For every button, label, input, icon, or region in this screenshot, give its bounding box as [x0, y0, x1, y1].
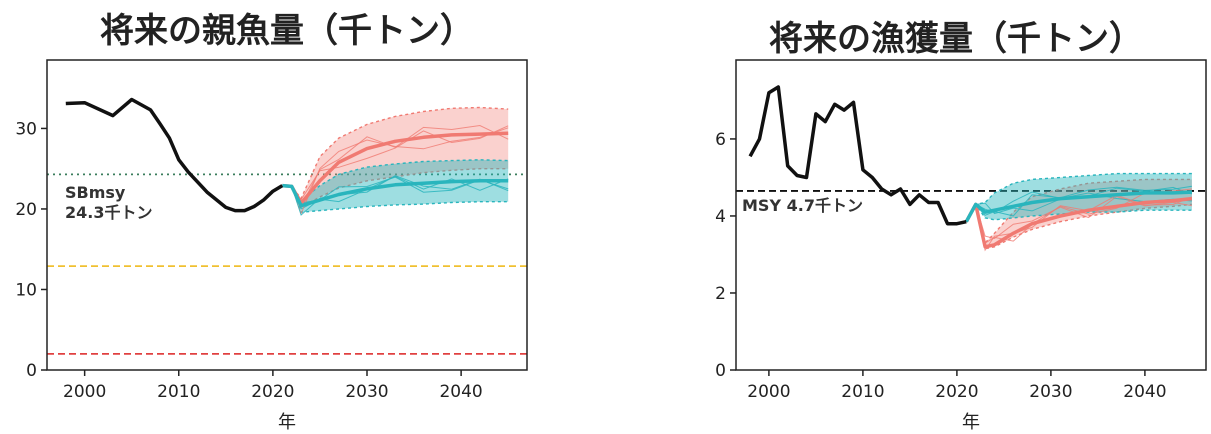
sb-x-tick-label-1: 2010: [157, 382, 200, 402]
sb-teal-band-lower: [282, 184, 509, 213]
sb-axes-frame: [46, 59, 528, 371]
sb-y-tick-label-3: 30: [15, 119, 37, 139]
chart-spawning-biomass: 将来の親魚量（千トン） 2000 2010 2020 2030 20400102030 …: [15, 11, 528, 433]
sb-y-tick-label-2: 20: [15, 200, 37, 220]
catch-axes-frame: [735, 59, 1207, 371]
catch-x-tick-label-0: 2000: [747, 382, 790, 402]
catch-red-median: [964, 196, 1193, 249]
catch-x-tick-label-4: 2040: [1123, 382, 1166, 402]
catch-plot-inner: [736, 85, 1206, 252]
sb-x-tick-label-3: 2030: [345, 382, 388, 402]
sb-red-band: [282, 107, 509, 208]
sb-plot-inner: [47, 97, 527, 355]
sb-x-tick-label-0: 2000: [63, 382, 106, 402]
sb-historical-line: [65, 97, 284, 213]
x-axis-label-spawning-biomass: 年: [278, 412, 296, 433]
catch-teal-median: [964, 190, 1192, 223]
chart-title-spawning-biomass: 将来の親魚量（千トン）: [100, 11, 474, 51]
sb-y-tick-label-0: 0: [26, 361, 37, 381]
catch-red-band-upper: [965, 178, 1192, 245]
chart-catch: 将来の漁獲量（千トン） 2000 2010 2020 2030 2040 0 2 4 6 MSY…: [715, 19, 1207, 433]
sb-x-tick-label-4: 2040: [439, 382, 482, 402]
catch-teal-band-upper: [965, 172, 1192, 223]
catch-historical-line: [748, 85, 967, 226]
catch-y-tick-label-0: 0: [715, 361, 726, 381]
sb-teal-iteration-2: [282, 175, 509, 216]
sbmsy-label-line1: SBmsy: [65, 183, 126, 202]
catch-y-tick-label-3: 6: [715, 130, 726, 150]
catch-y-tick-label-1: 2: [715, 284, 726, 304]
catch-x-tick-label-1: 2010: [841, 382, 884, 402]
catch-y-tick-label-2: 4: [715, 207, 726, 227]
sb-y-tick-label-1: 10: [15, 280, 37, 300]
catch-teal-iteration-2: [965, 185, 1192, 222]
msy-label: MSY 4.7千トン: [742, 196, 863, 215]
catch-x-tick-label-3: 2030: [1029, 382, 1072, 402]
sb-x-tick-label-2: 2020: [251, 382, 294, 402]
sb-teal-median: [282, 179, 509, 208]
sbmsy-label-line2: 24.3千トン: [65, 203, 152, 222]
catch-x-tick-label-2: 2020: [935, 382, 978, 402]
plot-area-catch: 2000 2010 2020 2030 2040 0 2 4 6: [715, 59, 1207, 402]
x-axis-label-catch: 年: [962, 412, 980, 433]
chart-title-catch: 将来の漁獲量（千トン）: [769, 19, 1143, 59]
catch-red-band-lower: [965, 202, 1192, 250]
